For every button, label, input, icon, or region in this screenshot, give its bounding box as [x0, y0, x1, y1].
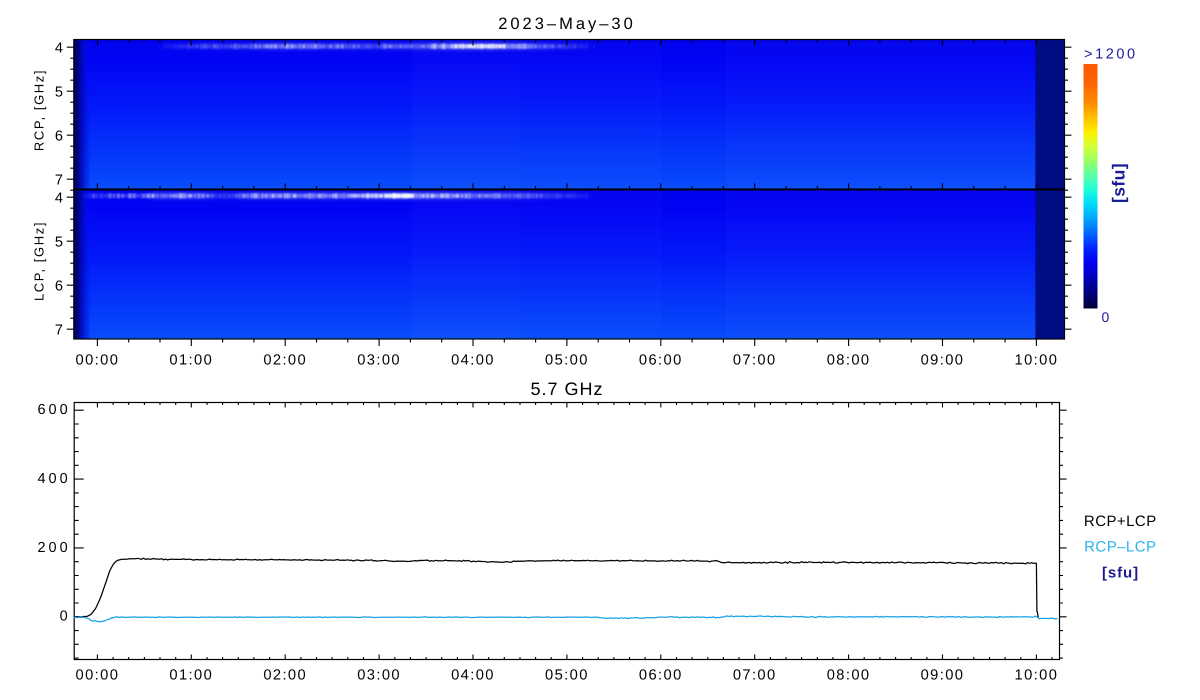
svg-text:>1200: >1200	[1084, 46, 1138, 62]
svg-text:03:00: 03:00	[357, 353, 401, 369]
svg-text:05:00: 05:00	[545, 668, 589, 684]
svg-text:03:00: 03:00	[357, 668, 401, 684]
svg-text:5: 5	[55, 235, 63, 251]
svg-text:04:00: 04:00	[451, 353, 495, 369]
svg-text:07:00: 07:00	[733, 353, 777, 369]
svg-text:7: 7	[55, 173, 63, 189]
svg-text:4: 4	[55, 41, 63, 57]
svg-text:09:00: 09:00	[921, 353, 965, 369]
svg-text:RCP+LCP: RCP+LCP	[1084, 513, 1157, 530]
svg-text:6: 6	[55, 279, 63, 295]
svg-text:RCP–LCP: RCP–LCP	[1084, 539, 1156, 556]
svg-text:08:00: 08:00	[827, 353, 871, 369]
svg-text:06:00: 06:00	[639, 668, 683, 684]
svg-text:02:00: 02:00	[263, 668, 307, 684]
svg-text:10:00: 10:00	[1015, 668, 1059, 684]
svg-text:LCP, [GHz]: LCP, [GHz]	[32, 221, 47, 301]
svg-text:10:00: 10:00	[1015, 353, 1059, 369]
svg-text:0: 0	[60, 609, 71, 625]
svg-text:05:00: 05:00	[545, 353, 589, 369]
svg-text:4: 4	[55, 191, 63, 207]
svg-text:600: 600	[37, 402, 70, 418]
svg-text:09:00: 09:00	[921, 668, 965, 684]
svg-text:7: 7	[55, 323, 63, 339]
svg-text:400: 400	[37, 471, 70, 487]
svg-text:02:00: 02:00	[263, 353, 307, 369]
svg-text:01:00: 01:00	[169, 668, 213, 684]
svg-text:6: 6	[55, 129, 63, 145]
svg-text:00:00: 00:00	[76, 353, 120, 369]
svg-text:[sfu]: [sfu]	[1109, 163, 1129, 203]
svg-text:08:00: 08:00	[827, 668, 871, 684]
svg-text:200: 200	[37, 540, 70, 556]
svg-text:00:00: 00:00	[76, 668, 120, 684]
svg-text:[sfu]: [sfu]	[1102, 565, 1139, 582]
svg-text:06:00: 06:00	[639, 353, 683, 369]
svg-text:2023–May–30: 2023–May–30	[498, 15, 636, 33]
svg-text:04:00: 04:00	[451, 668, 495, 684]
svg-text:07:00: 07:00	[733, 668, 777, 684]
svg-text:0: 0	[1102, 309, 1110, 325]
svg-text:01:00: 01:00	[169, 353, 213, 369]
svg-text:RCP, [GHz]: RCP, [GHz]	[32, 69, 47, 151]
svg-text:5.7 GHz: 5.7 GHz	[530, 379, 603, 399]
svg-text:5: 5	[55, 85, 63, 101]
